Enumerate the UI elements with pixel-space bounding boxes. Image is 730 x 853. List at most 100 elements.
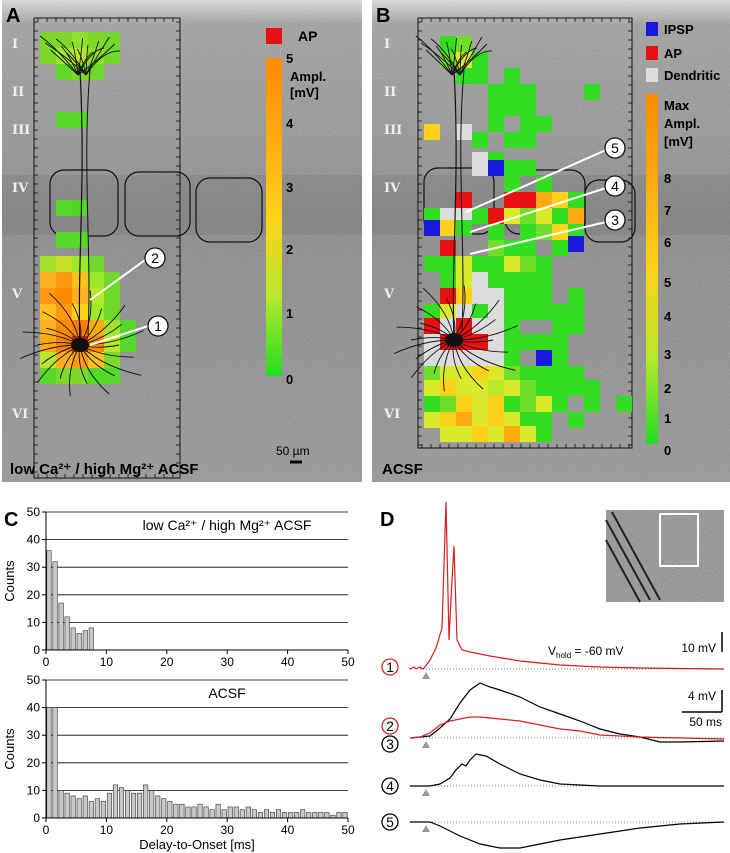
map-pixel: [56, 272, 72, 288]
histogram-bar: [58, 602, 64, 651]
map-pixel: [56, 32, 72, 48]
map-pixel: [520, 160, 536, 176]
map-pixel: [472, 132, 488, 148]
x-tick-label: 20: [160, 655, 174, 669]
inset-electrodes: [605, 511, 661, 603]
dendrite-tuft: [77, 43, 115, 76]
dendrite-tuft: [435, 45, 453, 76]
map-pixel: [520, 380, 536, 396]
histogram-bar: [167, 801, 173, 819]
map-pixel: [472, 160, 488, 176]
map-pixel: [536, 288, 552, 304]
map-pixel: [504, 288, 520, 304]
map-pixel: [536, 380, 552, 396]
map-pixel: [504, 272, 520, 288]
histogram-bar: [94, 798, 100, 819]
map-pixel: [120, 336, 136, 352]
colorbar-a-tick: 5: [286, 51, 293, 66]
y-tick-label: 50: [27, 673, 41, 687]
trace-1: [409, 501, 725, 670]
legend-swatch-dendritic: [646, 68, 658, 82]
trace-4: [410, 753, 724, 787]
dendrite-tuft: [451, 37, 457, 76]
map-pixel: [504, 256, 520, 272]
map-pixel: [40, 368, 56, 384]
cell-label-2-circle: [144, 247, 166, 269]
histogram-bar: [209, 809, 215, 819]
map-pixel: [536, 366, 552, 382]
map-pixel: [456, 396, 472, 412]
x-tick-label: 50: [341, 823, 355, 837]
map-pixel: [440, 272, 456, 288]
colorbar-b-tick: 0: [664, 443, 671, 458]
histogram-bar: [324, 812, 330, 819]
map-pixel: [536, 334, 552, 350]
vhold-v: V: [548, 644, 556, 658]
x-tick-label: 40: [281, 823, 295, 837]
histogram-bar: [269, 812, 276, 819]
map-pixel: [456, 124, 472, 140]
map-pixel: [72, 232, 88, 248]
histogram-bar: [251, 809, 257, 819]
map-pixel: [56, 304, 72, 320]
colorbar-b-tick: 1: [664, 411, 671, 426]
histogram-bar: [263, 809, 269, 819]
apical-dendrite: [452, 69, 457, 341]
map-pixel: [72, 32, 88, 48]
map-pixel: [472, 208, 488, 224]
trace-label-5: 5: [386, 814, 394, 830]
map-pixel: [520, 240, 536, 256]
histogram-bar: [125, 790, 131, 819]
map-pixel: [56, 368, 72, 384]
map-pixel: [472, 288, 488, 304]
trace-label-3-circle: [381, 735, 399, 753]
panel-d-content: D 1 2 3 4 5 Vhold = -60 mV 10 mV 4 mV 50 ms: [380, 501, 725, 849]
map-pixel: [552, 380, 568, 396]
trace-label-3: 3: [386, 736, 394, 752]
stimulus-arrow: [422, 672, 430, 679]
colorbar-a-title: Ampl.: [290, 69, 326, 84]
histogram-bar: [179, 803, 185, 819]
map-pixel: [88, 304, 104, 320]
layer-label-II: II: [384, 85, 396, 100]
colorbar-a-tick: 3: [286, 180, 293, 195]
histogram-bar: [173, 803, 179, 819]
apical-dendrite: [86, 69, 91, 336]
map-pixel: [520, 100, 536, 116]
colorbar-b-unit: [mV]: [664, 134, 693, 149]
colorbar-b-tick: 2: [664, 381, 671, 396]
map-pixel: [536, 304, 552, 320]
map-pixel: [536, 272, 552, 288]
stimulus-arrow: [422, 789, 430, 796]
trace-label-1-circle: [381, 658, 399, 676]
histogram-bar: [46, 707, 52, 819]
map-pixel: [440, 288, 456, 304]
callout-line: [465, 149, 607, 213]
histogram-bar: [52, 561, 58, 651]
panel-b-content: BIIIIIIIVVVI543IPSPAPDendriticMaxAmpl.[m…: [376, 5, 720, 478]
map-pixel: [472, 366, 488, 382]
colorbar-b: [646, 94, 658, 444]
x-tick-label: 10: [100, 655, 114, 669]
cell-label-1: 1: [154, 318, 162, 334]
histogram-bar: [233, 806, 239, 819]
inset-roi: [659, 513, 699, 567]
map-pixel: [520, 116, 536, 132]
histogram-bar: [131, 792, 137, 819]
histogram-bar: [215, 803, 221, 819]
y-axis-label: Counts: [2, 560, 17, 602]
colorbar-b-tick: 5: [664, 275, 671, 290]
map-pixel: [616, 396, 632, 412]
map-pixel: [72, 200, 88, 216]
legend-label-dendritic: Dendritic: [664, 68, 720, 83]
colorbar-a-unit: [mV]: [290, 85, 319, 100]
map-pixel: [568, 208, 584, 224]
callout-line: [89, 325, 149, 346]
callout-line: [469, 187, 607, 233]
map-pixel: [504, 132, 520, 148]
map-pixel: [424, 412, 440, 428]
map-pixel: [456, 256, 472, 272]
map-pixel: [88, 32, 104, 48]
map-pixel: [456, 380, 472, 396]
